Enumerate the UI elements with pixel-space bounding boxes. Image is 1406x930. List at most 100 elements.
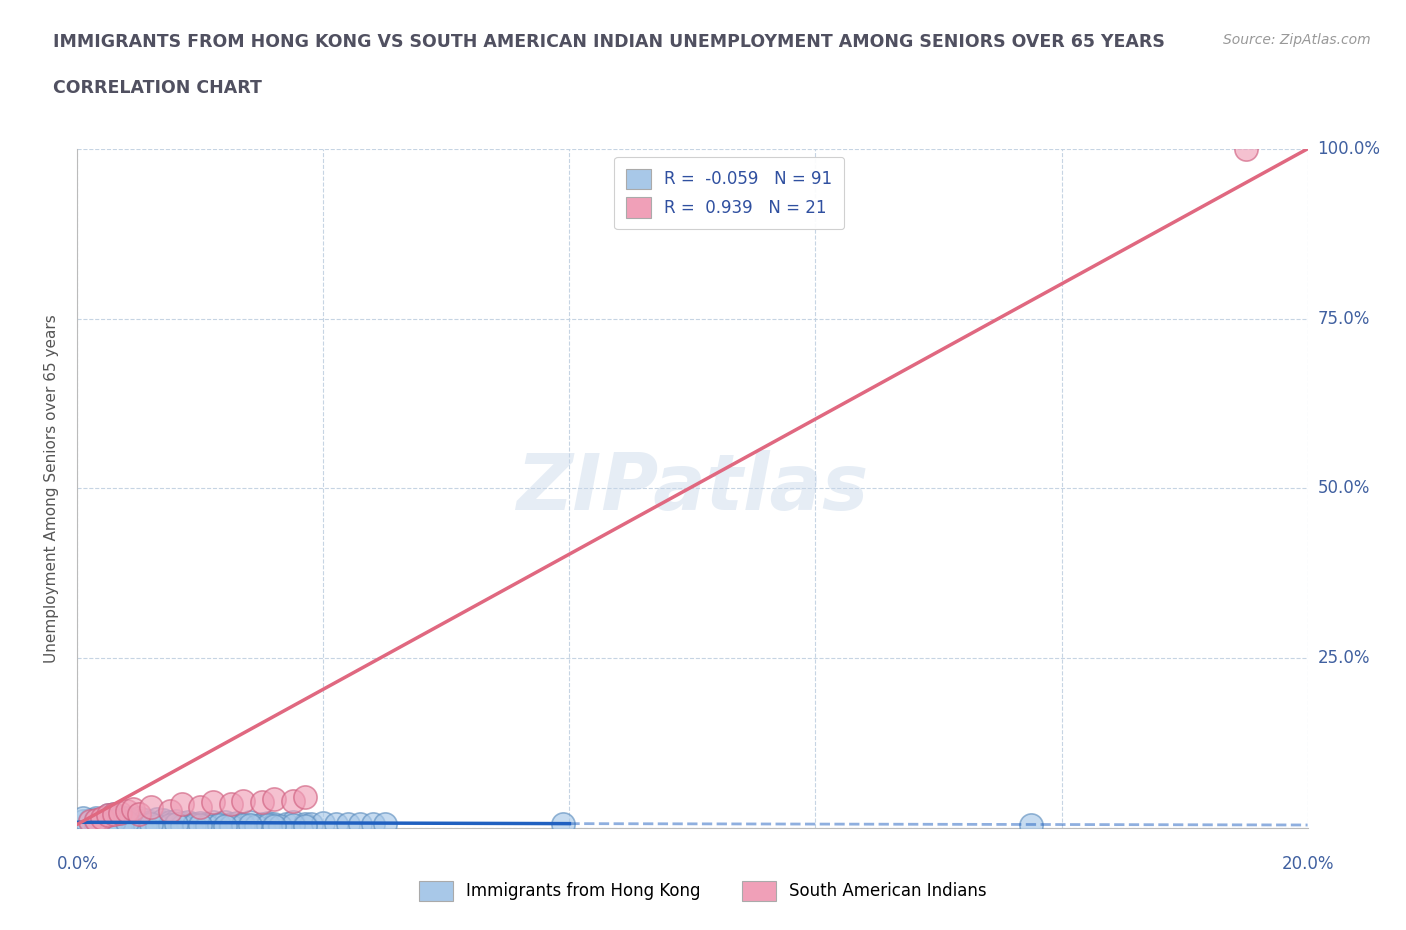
Text: 75.0%: 75.0%	[1317, 310, 1369, 327]
Point	[183, 817, 205, 831]
Point	[276, 817, 298, 831]
Point	[250, 817, 273, 831]
Point	[146, 812, 169, 827]
Point	[269, 818, 291, 833]
Point	[115, 804, 138, 818]
Point	[97, 817, 120, 831]
Point	[128, 810, 150, 825]
Point	[103, 816, 125, 830]
Point	[281, 817, 304, 832]
Point	[232, 793, 254, 808]
Point	[239, 817, 262, 832]
Legend: R =  -0.059   N = 91, R =  0.939   N = 21: R = -0.059 N = 91, R = 0.939 N = 21	[614, 157, 844, 230]
Point	[128, 817, 150, 831]
Point	[232, 817, 254, 831]
Point	[84, 812, 107, 827]
Point	[128, 806, 150, 821]
Point	[170, 796, 193, 811]
Text: IMMIGRANTS FROM HONG KONG VS SOUTH AMERICAN INDIAN UNEMPLOYMENT AMONG SENIORS OV: IMMIGRANTS FROM HONG KONG VS SOUTH AMERI…	[53, 33, 1166, 50]
Point	[361, 817, 384, 831]
Point	[219, 817, 242, 831]
Point	[72, 814, 94, 829]
Point	[103, 811, 125, 826]
Point	[97, 808, 120, 823]
Point	[208, 817, 231, 832]
Point	[294, 818, 316, 833]
Point	[141, 817, 163, 831]
Point	[1019, 817, 1042, 832]
Point	[97, 808, 120, 823]
Point	[79, 812, 101, 827]
Text: 0.0%: 0.0%	[56, 855, 98, 873]
Point	[159, 817, 181, 831]
Point	[263, 817, 285, 831]
Text: 50.0%: 50.0%	[1317, 479, 1369, 498]
Point	[110, 812, 132, 827]
Point	[239, 815, 262, 830]
Point	[165, 817, 187, 831]
Point	[257, 816, 280, 830]
Point	[84, 810, 107, 825]
Point	[152, 813, 174, 828]
Point	[115, 811, 138, 826]
Point	[110, 817, 132, 832]
Point	[121, 812, 143, 827]
Point	[177, 817, 200, 831]
Point	[374, 817, 396, 831]
Point	[134, 817, 156, 832]
Point	[281, 815, 304, 830]
Point	[170, 816, 193, 830]
Point	[294, 817, 316, 831]
Point	[1234, 141, 1257, 156]
Point	[219, 796, 242, 811]
Text: CORRELATION CHART: CORRELATION CHART	[53, 79, 263, 97]
Point	[90, 810, 114, 825]
Text: Source: ZipAtlas.com: Source: ZipAtlas.com	[1223, 33, 1371, 46]
Point	[110, 815, 132, 830]
Point	[121, 815, 143, 830]
Legend: Immigrants from Hong Kong, South American Indians: Immigrants from Hong Kong, South America…	[413, 874, 993, 908]
Point	[188, 817, 212, 832]
Point	[84, 812, 107, 827]
Point	[79, 815, 101, 830]
Point	[84, 817, 107, 831]
Point	[79, 814, 101, 829]
Point	[170, 818, 193, 833]
Point	[195, 818, 218, 833]
Point	[201, 794, 224, 809]
Point	[159, 817, 181, 832]
Point	[188, 800, 212, 815]
Point	[97, 813, 120, 828]
Point	[165, 817, 187, 831]
Point	[110, 805, 132, 820]
Point	[226, 816, 249, 830]
Point	[103, 806, 125, 821]
Point	[325, 817, 347, 831]
Point	[121, 802, 143, 817]
Point	[115, 814, 138, 829]
Point	[245, 818, 267, 833]
Point	[299, 817, 322, 831]
Point	[134, 816, 156, 830]
Point	[97, 818, 120, 833]
Point	[72, 810, 94, 825]
Point	[115, 815, 138, 830]
Point	[312, 816, 335, 830]
Point	[141, 817, 163, 831]
Point	[195, 817, 218, 831]
Y-axis label: Unemployment Among Seniors over 65 years: Unemployment Among Seniors over 65 years	[44, 314, 59, 662]
Text: 25.0%: 25.0%	[1317, 649, 1369, 667]
Point	[553, 817, 575, 831]
Point	[263, 818, 285, 833]
Point	[141, 814, 163, 829]
Point	[90, 814, 114, 829]
Point	[103, 806, 125, 821]
Point	[141, 800, 163, 815]
Point	[263, 791, 285, 806]
Point	[103, 814, 125, 829]
Point	[208, 817, 231, 831]
Point	[152, 816, 174, 830]
Text: 100.0%: 100.0%	[1317, 140, 1381, 158]
Point	[257, 817, 280, 832]
Point	[214, 818, 236, 833]
